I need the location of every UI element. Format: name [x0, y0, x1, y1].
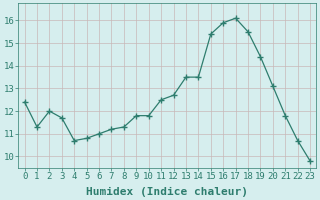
X-axis label: Humidex (Indice chaleur): Humidex (Indice chaleur)	[86, 186, 248, 197]
